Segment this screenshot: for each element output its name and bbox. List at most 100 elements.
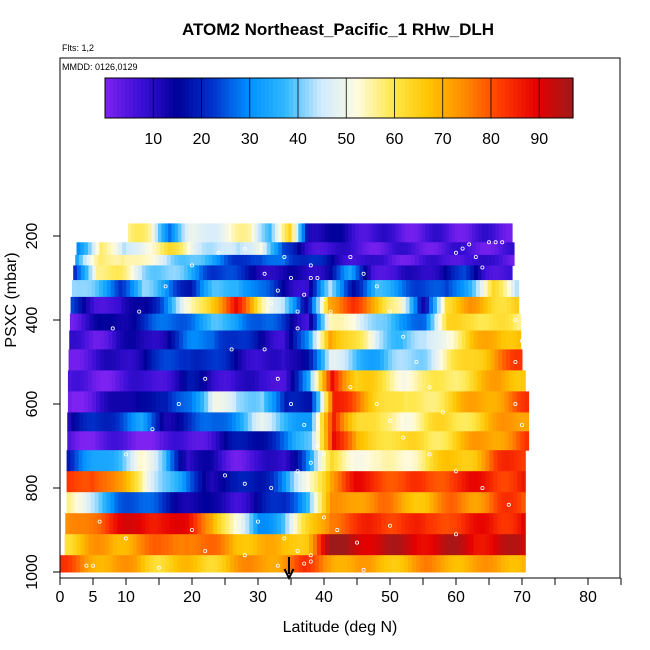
heatmap-cell — [333, 450, 339, 472]
heatmap-cell — [195, 431, 201, 451]
heatmap-cell — [312, 313, 318, 331]
heatmap-cell — [437, 370, 443, 392]
heatmap-cell — [161, 555, 166, 573]
heatmap-cell — [378, 370, 383, 392]
heatmap-cell — [229, 513, 234, 535]
heatmap-cell — [499, 296, 504, 315]
colorbar-segment — [381, 78, 386, 118]
heatmap-cell — [421, 450, 427, 472]
heatmap-cell — [506, 254, 511, 266]
heatmap-cell — [307, 254, 313, 266]
heatmap-cell — [453, 450, 458, 472]
heatmap-cell — [189, 513, 194, 535]
heatmap-cell — [258, 492, 263, 514]
colorbar-segment — [521, 78, 526, 118]
heatmap-cell — [435, 265, 441, 281]
colorbar-segment — [569, 78, 574, 118]
heatmap-cell — [111, 265, 116, 281]
heatmap-cell — [449, 471, 455, 493]
heatmap-cell — [87, 431, 92, 451]
heatmap-cell — [417, 450, 423, 472]
heatmap-cell — [386, 265, 391, 281]
heatmap-cell — [320, 242, 325, 256]
chart-title: ATOM2 Northeast_Pacific_1 RHw_DLH — [182, 20, 494, 39]
sample-point — [308, 553, 313, 558]
heatmap-cell — [268, 534, 274, 556]
colorbar-segment — [141, 78, 146, 118]
heatmap-cell — [74, 450, 80, 472]
heatmap-cell — [192, 391, 197, 413]
heatmap-cell — [121, 513, 126, 535]
heatmap-cell — [142, 492, 147, 514]
heatmap-cell — [107, 391, 113, 413]
heatmap-cell — [445, 450, 451, 472]
heatmap-cell — [313, 471, 319, 493]
heatmap-cell — [387, 555, 393, 573]
heatmap-cell — [482, 349, 488, 371]
heatmap-cell — [175, 330, 180, 350]
heatmap-cell — [351, 223, 356, 243]
heatmap-cell — [285, 450, 291, 472]
heatmap-cell — [171, 431, 177, 451]
heatmap-cell — [163, 313, 169, 331]
heatmap-cell — [289, 471, 295, 493]
sample-point — [229, 347, 234, 352]
heatmap-cell — [509, 370, 514, 392]
heatmap-cell — [193, 254, 198, 266]
heatmap-cell — [330, 370, 335, 392]
heatmap-cell — [96, 330, 102, 350]
heatmap-cell — [485, 330, 490, 350]
heatmap-cell — [296, 534, 302, 556]
heatmap-cell — [187, 265, 193, 281]
heatmap-cell — [359, 555, 364, 573]
heatmap-cell — [394, 296, 399, 315]
heatmap-cell — [153, 513, 158, 535]
heatmap-cell — [143, 431, 148, 451]
heatmap-cell — [291, 223, 296, 243]
plot-frame — [59, 57, 621, 579]
heatmap-cell — [460, 296, 465, 315]
heatmap-cell — [171, 330, 176, 350]
heatmap-cell — [186, 492, 191, 514]
heatmap-cell — [109, 313, 114, 331]
heatmap-cell — [456, 391, 461, 413]
heatmap-cell — [485, 450, 490, 472]
heatmap-cell — [441, 513, 446, 535]
heatmap-cell — [81, 513, 86, 535]
heatmap-cell — [75, 412, 80, 432]
heatmap-cell — [486, 349, 491, 371]
heatmap-cell — [491, 296, 496, 315]
heatmap-cell — [308, 534, 314, 556]
heatmap-cell — [402, 370, 407, 392]
heatmap-cell — [421, 471, 427, 493]
heatmap-cell — [377, 492, 383, 514]
heatmap-cell — [412, 391, 417, 413]
heatmap-cell — [79, 391, 85, 413]
heatmap-cell — [379, 313, 384, 331]
heatmap-cell — [230, 313, 236, 331]
heatmap-cell — [319, 431, 325, 451]
heatmap-cell — [193, 513, 198, 535]
heatmap-cell — [387, 313, 392, 331]
heatmap-cell — [513, 513, 518, 535]
heatmap-cell — [351, 296, 356, 315]
colorbar-segment — [205, 78, 210, 118]
heatmap-cell — [365, 450, 371, 472]
heatmap-cell — [513, 555, 518, 573]
heatmap-cell — [158, 492, 163, 514]
sample-point — [176, 401, 181, 406]
heatmap-cell — [198, 450, 203, 472]
heatmap-cell — [86, 471, 92, 493]
colorbar-segment — [273, 78, 278, 118]
heatmap-cell — [254, 254, 259, 266]
sample-point — [513, 359, 518, 364]
heatmap-cell — [112, 534, 118, 556]
sample-point — [453, 469, 458, 474]
heatmap-cell — [351, 280, 357, 298]
heatmap-cell — [492, 391, 498, 413]
heatmap-cell — [319, 254, 324, 266]
heatmap-cell — [212, 254, 217, 266]
heatmap-cell — [75, 280, 81, 298]
heatmap-cell — [176, 280, 182, 298]
heatmap-cell — [182, 492, 187, 514]
